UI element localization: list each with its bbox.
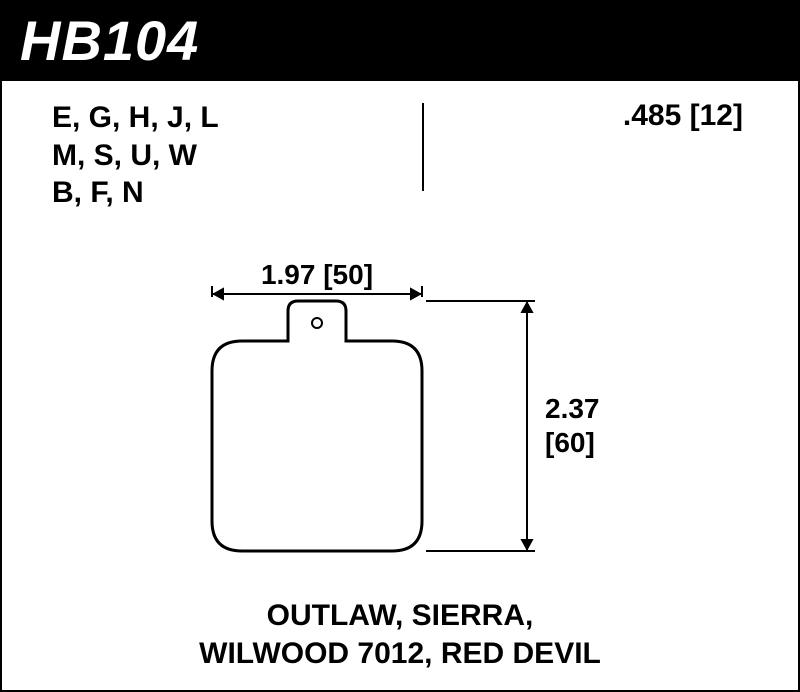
svg-text:[60]: [60] <box>545 427 595 458</box>
compound-codes: E, G, H, J, L M, S, U, W B, F, N <box>52 99 219 212</box>
applications-line-2: WILWOOD 7012, RED DEVIL <box>2 635 798 673</box>
svg-text:2.37: 2.37 <box>545 393 600 424</box>
applications: OUTLAW, SIERRA, WILWOOD 7012, RED DEVIL <box>2 597 798 672</box>
thickness-inches: .485 <box>623 99 681 132</box>
svg-text:1.97 [50]: 1.97 [50] <box>261 259 373 290</box>
codes-line-2: M, S, U, W <box>52 137 219 175</box>
codes-line-3: B, F, N <box>52 174 219 212</box>
pad-diagram: 1.97 [50] 2.37[60] <box>152 256 672 616</box>
codes-line-1: E, G, H, J, L <box>52 99 219 137</box>
thickness-mm: 12 <box>700 99 733 132</box>
part-number: HB104 <box>20 9 199 72</box>
part-number-header: HB104 <box>0 0 800 81</box>
spec-panel: E, G, H, J, L M, S, U, W B, F, N .485 [1… <box>0 81 800 692</box>
thickness-value: .485 [12] <box>623 99 743 133</box>
vertical-divider <box>422 103 424 191</box>
applications-line-1: OUTLAW, SIERRA, <box>2 597 798 635</box>
